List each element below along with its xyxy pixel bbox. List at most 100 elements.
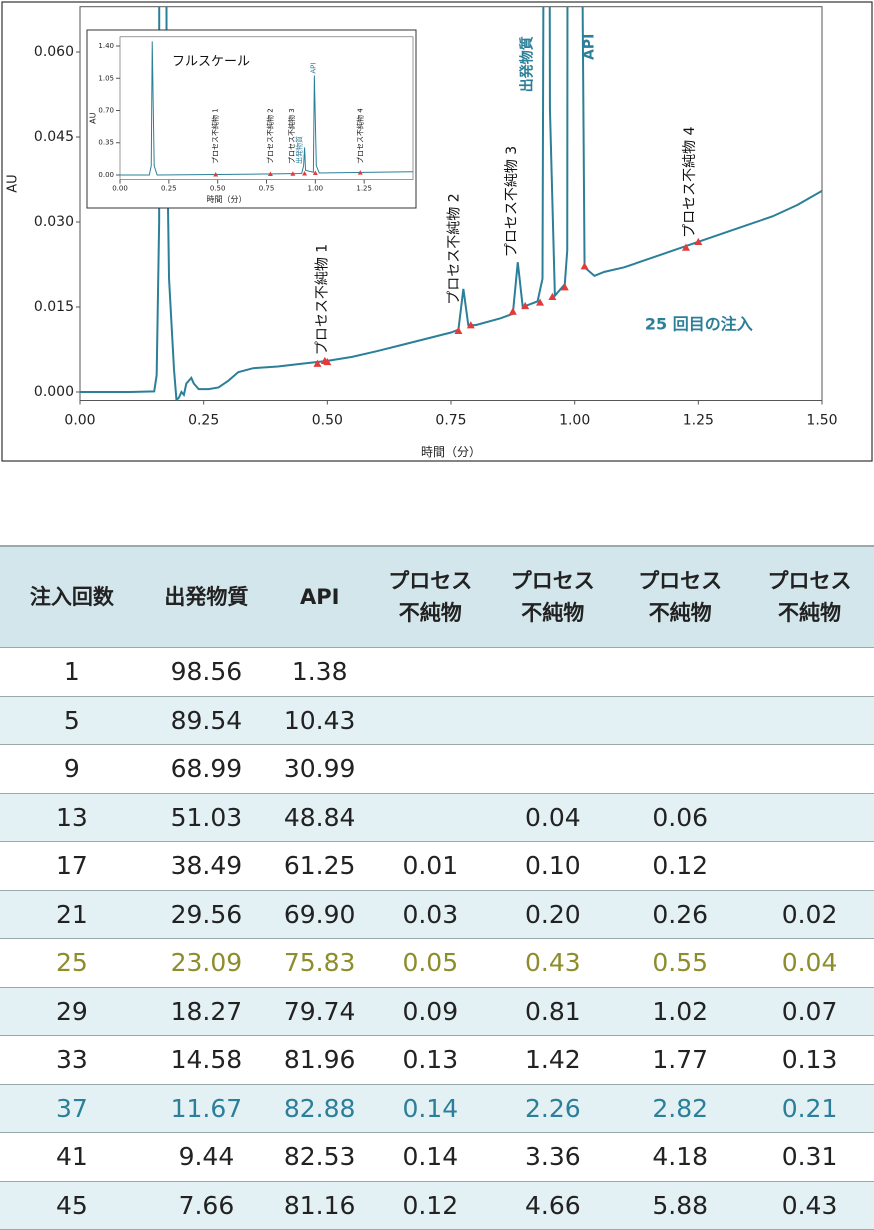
table-row: 45 7.66 81.16 0.12 4.66 5.88 0.43 bbox=[0, 1180, 874, 1230]
annotation: 出発物質 bbox=[295, 136, 304, 164]
table-cell: 1.77 bbox=[615, 1035, 746, 1084]
x-tick-label: 0.75 bbox=[435, 413, 466, 429]
table-cell: 89.54 bbox=[143, 695, 270, 745]
y-tick-label: 0.70 bbox=[98, 107, 114, 115]
table-cell bbox=[745, 695, 874, 745]
table-cell: 0.26 bbox=[615, 889, 746, 939]
header-cell: プロセス 不純物 bbox=[745, 545, 874, 648]
trace bbox=[80, 6, 822, 401]
table-cell: 38.49 bbox=[143, 841, 270, 890]
chart: 0.000 0.015 0.030 0.045 0.060 0.00 0.25 0.50 0.7… bbox=[1, 1, 873, 462]
x-tick-label: 1.50 bbox=[806, 413, 837, 429]
table-row: 29 18.27 79.74 0.09 0.81 1.02 0.07 bbox=[0, 986, 874, 1036]
table-cell bbox=[370, 744, 491, 793]
peak-marker bbox=[466, 321, 475, 329]
peak-marker bbox=[548, 292, 557, 301]
peak-marker bbox=[290, 171, 296, 176]
table-cell: 17 bbox=[0, 841, 144, 890]
table-cell: 0.04 bbox=[745, 938, 874, 987]
annotation: API bbox=[582, 34, 598, 60]
annotation: プロセス不純物 1 bbox=[314, 244, 330, 355]
table-cell: 0.04 bbox=[490, 792, 616, 842]
table-cell: 23.09 bbox=[143, 938, 270, 987]
table-cell: 0.02 bbox=[745, 889, 874, 939]
inset-title: フルスケール bbox=[172, 55, 250, 70]
annotation: プロセス不純物 1 bbox=[211, 108, 220, 164]
y-tick-label: 1.05 bbox=[98, 74, 114, 82]
peak-marker bbox=[694, 237, 703, 246]
table-cell bbox=[370, 647, 491, 696]
table-cell: 0.14 bbox=[370, 1132, 491, 1181]
x-tick-label: 1.00 bbox=[308, 185, 324, 193]
annotation: プロセス不純物 2 bbox=[265, 108, 274, 164]
table-cell: 0.07 bbox=[745, 986, 874, 1036]
table-cell bbox=[745, 841, 874, 890]
table-cell: 51.03 bbox=[143, 792, 270, 842]
peak-marker bbox=[323, 357, 332, 366]
x-tick-label: 1.25 bbox=[356, 185, 372, 193]
peak-marker bbox=[536, 298, 545, 306]
trace bbox=[120, 41, 413, 176]
table-cell: 25 bbox=[0, 938, 144, 987]
table-cell: 0.55 bbox=[615, 938, 746, 987]
header-cell: プロセス 不純物 bbox=[490, 545, 616, 648]
table-cell: 98.56 bbox=[143, 647, 270, 696]
table-cell bbox=[745, 744, 874, 793]
table-cell: 0.12 bbox=[615, 841, 746, 890]
peak-marker bbox=[313, 359, 322, 367]
y-tick-label: 0.060 bbox=[34, 44, 74, 60]
table-cell: 7.66 bbox=[143, 1180, 270, 1230]
x-tick-label: 1.25 bbox=[683, 413, 714, 429]
table-cell: 81.16 bbox=[269, 1180, 371, 1230]
header-cell: プロセス 不純物 bbox=[370, 545, 491, 648]
x-tick-label: 0.00 bbox=[64, 413, 95, 429]
header-row: 注入回数 出発物質 API プロセス 不純物 プロセス 不純物 プロセス 不純物 プロセス … bbox=[0, 545, 874, 648]
annotation: プロセス不純物 4 bbox=[682, 126, 698, 237]
table-cell: 1 bbox=[0, 647, 144, 696]
header-cell: API bbox=[269, 545, 371, 648]
table-cell: 9.44 bbox=[143, 1132, 270, 1181]
peak-marker bbox=[681, 243, 690, 251]
y-tick-label: 0.00 bbox=[98, 171, 114, 179]
table-cell: 0.13 bbox=[370, 1035, 491, 1084]
annotation: プロセス不純物 2 bbox=[446, 193, 462, 304]
x-tick-label: 1.00 bbox=[559, 413, 590, 429]
table-cell: 37 bbox=[0, 1083, 144, 1133]
table-cell bbox=[370, 792, 491, 842]
header-cell: 注入回数 bbox=[0, 545, 144, 648]
peak-marker bbox=[357, 170, 363, 175]
table-cell: 0.03 bbox=[370, 889, 491, 939]
peak-marker bbox=[302, 171, 308, 176]
y-tick-label: 0.35 bbox=[98, 139, 114, 147]
table-cell: 0.05 bbox=[370, 938, 491, 987]
annotation: 出発物質 bbox=[519, 36, 536, 92]
header-cell: プロセス 不純物 bbox=[615, 545, 746, 648]
table-cell bbox=[490, 695, 616, 745]
table-cell bbox=[370, 695, 491, 745]
x-axis-label: 時間（分） bbox=[207, 195, 247, 204]
table-row: 21 29.56 69.90 0.03 0.20 0.26 0.02 bbox=[0, 889, 874, 939]
data-table: 注入回数 出発物質 API プロセス 不純物 プロセス 不純物 プロセス 不純物 プロセス … bbox=[0, 545, 874, 1230]
table-cell: 29 bbox=[0, 986, 144, 1036]
table-cell: 4.18 bbox=[615, 1132, 746, 1181]
y-axis-label: AU bbox=[6, 174, 21, 192]
table-cell: 45 bbox=[0, 1180, 144, 1230]
x-tick-label: 0.50 bbox=[312, 413, 343, 429]
table-cell: 21 bbox=[0, 889, 144, 939]
y-axis-label: AU bbox=[89, 112, 98, 123]
table-cell: 0.12 bbox=[370, 1180, 491, 1230]
table-cell: 11.67 bbox=[143, 1083, 270, 1133]
table-cell: 13 bbox=[0, 792, 144, 842]
table-cell: 0.43 bbox=[745, 1180, 874, 1230]
table-cell bbox=[615, 647, 746, 696]
table-cell: 41 bbox=[0, 1132, 144, 1181]
inset-frame bbox=[86, 29, 417, 209]
table-cell bbox=[615, 695, 746, 745]
peak-marker bbox=[508, 307, 517, 315]
table-cell: 4.66 bbox=[490, 1180, 616, 1230]
x-axis-label: 時間（分） bbox=[421, 445, 481, 459]
table-cell: 0.09 bbox=[370, 986, 491, 1036]
table-cell: 69.90 bbox=[269, 889, 371, 939]
x-tick-label: 0.25 bbox=[161, 185, 177, 193]
